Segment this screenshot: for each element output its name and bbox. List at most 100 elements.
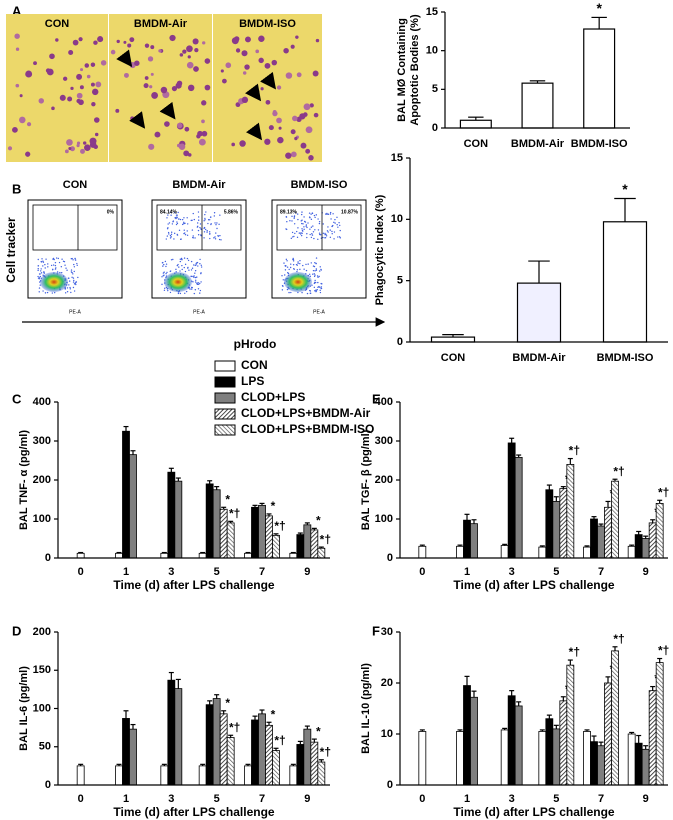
bar <box>538 731 547 786</box>
x-tick-label: BMDM-Air <box>512 352 566 364</box>
y-tick-label: 15 <box>426 6 438 18</box>
event <box>195 279 197 281</box>
y-tick-label: 100 <box>33 702 51 714</box>
event <box>41 258 43 260</box>
event <box>290 263 292 265</box>
event <box>165 265 167 268</box>
event <box>310 226 313 228</box>
bar <box>418 731 427 786</box>
event <box>291 215 293 218</box>
event <box>314 216 316 219</box>
event <box>162 275 164 277</box>
event <box>204 217 206 220</box>
event <box>205 211 207 213</box>
cell <box>315 38 320 43</box>
event <box>181 268 183 271</box>
cell <box>241 50 248 57</box>
event <box>314 274 316 276</box>
event <box>173 238 175 240</box>
cell <box>84 144 91 152</box>
event <box>197 219 200 221</box>
bar <box>198 552 207 559</box>
x-tick-label: 0 <box>78 793 84 805</box>
event <box>293 223 296 225</box>
event <box>206 231 208 233</box>
bar <box>507 442 516 559</box>
bar <box>129 728 137 786</box>
bar <box>521 82 554 129</box>
event <box>44 267 46 269</box>
legend-swatch <box>214 360 236 372</box>
event <box>312 265 315 267</box>
event <box>176 217 178 219</box>
event <box>73 279 75 282</box>
cell <box>82 141 87 145</box>
legend-label: CLOD+LPS <box>241 390 305 404</box>
event <box>191 267 194 269</box>
event <box>183 221 185 224</box>
event <box>332 213 334 215</box>
x-tick-label: 0 <box>419 793 425 805</box>
event <box>308 273 311 276</box>
cell <box>151 92 159 99</box>
cell <box>76 92 83 99</box>
event <box>308 212 311 214</box>
cell <box>70 86 74 91</box>
y-tick-label: 0 <box>397 336 403 348</box>
event <box>76 264 78 267</box>
bar <box>212 698 221 786</box>
event <box>185 290 188 293</box>
event <box>194 281 197 283</box>
x-tick-label: 7 <box>598 793 604 805</box>
event <box>54 261 57 264</box>
event <box>303 226 305 228</box>
event <box>183 232 185 235</box>
bar <box>205 483 214 559</box>
event <box>188 269 190 271</box>
cell <box>97 36 104 43</box>
x-axis-title: Time (d) after LPS challenge <box>113 578 274 592</box>
x-tick-label: 0 <box>419 566 425 578</box>
x-axis-title: Time (d) after LPS challenge <box>113 805 274 819</box>
cell <box>305 126 313 134</box>
event <box>64 264 66 266</box>
event <box>313 286 316 289</box>
event <box>302 223 304 225</box>
event <box>195 262 197 265</box>
bar <box>303 524 312 559</box>
event <box>324 232 326 235</box>
bar <box>583 546 591 559</box>
event <box>305 224 308 226</box>
panel-label: A <box>12 3 22 18</box>
event <box>334 218 336 221</box>
event <box>315 289 317 291</box>
event <box>72 277 75 279</box>
event <box>175 268 177 271</box>
cell <box>290 129 296 135</box>
bar <box>611 650 619 786</box>
event <box>197 229 200 232</box>
bar <box>212 489 221 559</box>
cell <box>116 39 120 44</box>
event <box>327 231 329 233</box>
event <box>176 264 179 267</box>
event <box>208 231 211 233</box>
event <box>324 237 326 239</box>
event <box>293 215 296 217</box>
cell <box>150 45 155 50</box>
cell <box>144 76 149 80</box>
bar <box>289 552 298 559</box>
event <box>39 270 42 272</box>
flow-channel: PE-A <box>193 309 205 315</box>
cell <box>198 138 206 146</box>
event <box>74 259 77 261</box>
gate-percent: 5.86% <box>224 209 239 215</box>
cell <box>264 62 271 69</box>
cell <box>68 50 74 56</box>
cell <box>276 117 282 124</box>
event <box>298 232 301 234</box>
event <box>57 257 60 260</box>
event <box>169 270 172 272</box>
event <box>55 257 58 259</box>
cell <box>255 49 260 54</box>
